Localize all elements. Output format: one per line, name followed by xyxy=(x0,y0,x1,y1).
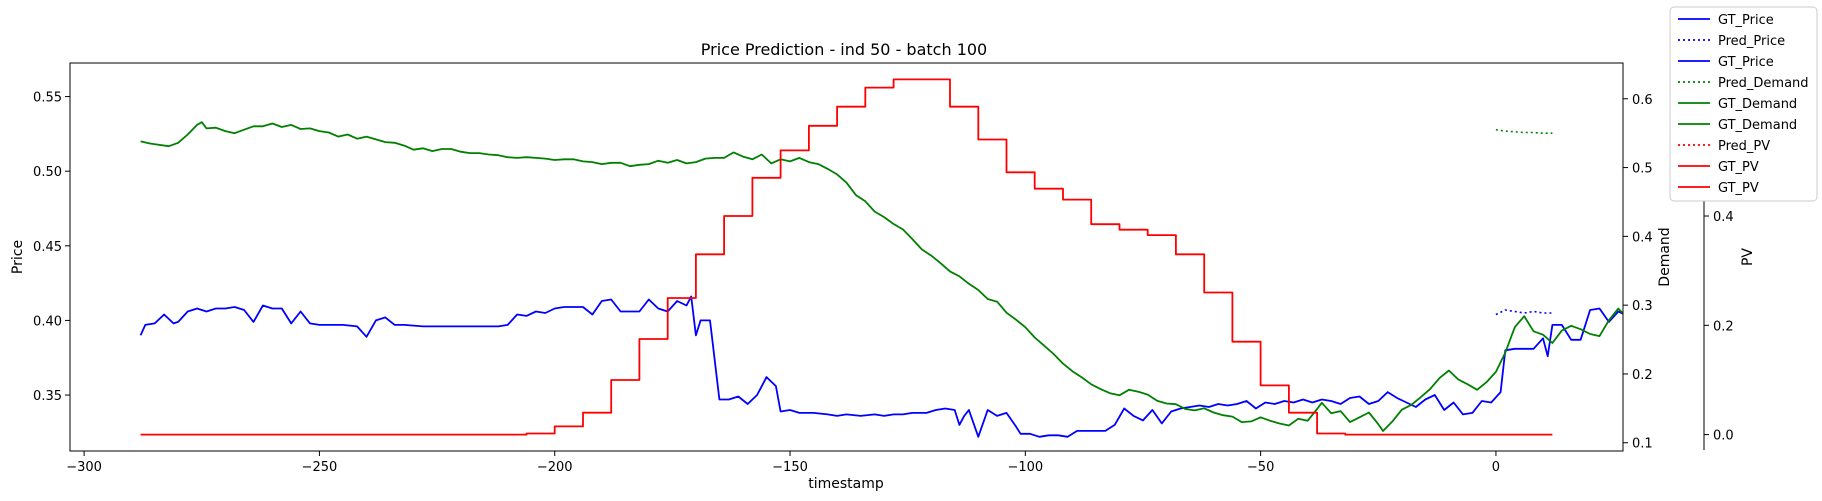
x-tick-label: −50 xyxy=(1247,460,1274,475)
price-tick-label: 0.35 xyxy=(33,389,62,404)
pv-axis-label: PV xyxy=(1740,248,1756,266)
legend-label: GT_Demand xyxy=(1718,118,1797,133)
pred-price-line xyxy=(1495,309,1553,316)
price-tick-label: 0.50 xyxy=(33,165,62,180)
gt-price-line xyxy=(139,295,1623,438)
x-axis-label: timestamp xyxy=(808,476,884,492)
pv-tick-label: 0.2 xyxy=(1713,319,1734,334)
price-axis: 0.35 0.40 0.45 0.50 0.55 xyxy=(33,91,70,404)
x-tick-label: −150 xyxy=(772,460,808,475)
demand-axis-label: Demand xyxy=(1657,227,1673,286)
legend-label: Pred_PV xyxy=(1718,139,1770,154)
legend-label: Pred_Price xyxy=(1718,34,1785,49)
plot-frame xyxy=(69,62,1624,452)
price-tick-label: 0.45 xyxy=(33,240,62,255)
legend-label: GT_Price xyxy=(1718,55,1774,70)
x-tick-label: 0 xyxy=(1492,460,1500,475)
pv-tick-label: 0.4 xyxy=(1713,210,1734,225)
demand-tick-label: 0.2 xyxy=(1632,368,1653,383)
x-tick-label: −200 xyxy=(537,460,573,475)
pv-tick-label: 0.0 xyxy=(1713,429,1734,444)
legend-label: GT_Demand xyxy=(1718,97,1797,112)
gt-demand-line xyxy=(140,121,1623,432)
legend-frame xyxy=(1669,6,1818,202)
demand-tick-label: 0.3 xyxy=(1632,299,1653,314)
chart-title: Price Prediction - ind 50 - batch 100 xyxy=(701,40,987,59)
demand-tick-label: 0.1 xyxy=(1632,437,1653,452)
x-tick-label: −100 xyxy=(1007,460,1043,475)
series-lines xyxy=(139,78,1623,438)
demand-tick-label: 0.6 xyxy=(1632,93,1653,108)
demand-axis: 0.1 0.2 0.3 0.4 0.5 0.6 xyxy=(1623,93,1653,452)
legend-label: Pred_Demand xyxy=(1718,76,1809,91)
legend-label: GT_PV xyxy=(1718,181,1759,196)
price-tick-label: 0.55 xyxy=(33,91,62,106)
x-tick-label: −250 xyxy=(302,460,338,475)
legend-entries: GT_Price Pred_Price GT_Price Pred_Demand GT_… xyxy=(1678,13,1809,196)
gt-pv-line xyxy=(140,78,1553,436)
price-tick-label: 0.40 xyxy=(33,314,62,329)
demand-tick-label: 0.5 xyxy=(1632,162,1653,177)
legend: GT_Price Pred_Price GT_Price Pred_Demand GT_… xyxy=(1669,6,1818,202)
legend-label: GT_Price xyxy=(1718,13,1774,28)
x-tick-label: −300 xyxy=(66,460,102,475)
demand-tick-label: 0.4 xyxy=(1632,230,1653,245)
x-axis: −300 −250 −200 −150 −100 −50 0 xyxy=(66,451,1500,475)
legend-label: GT_PV xyxy=(1718,160,1759,175)
price-axis-label: Price xyxy=(10,240,26,274)
